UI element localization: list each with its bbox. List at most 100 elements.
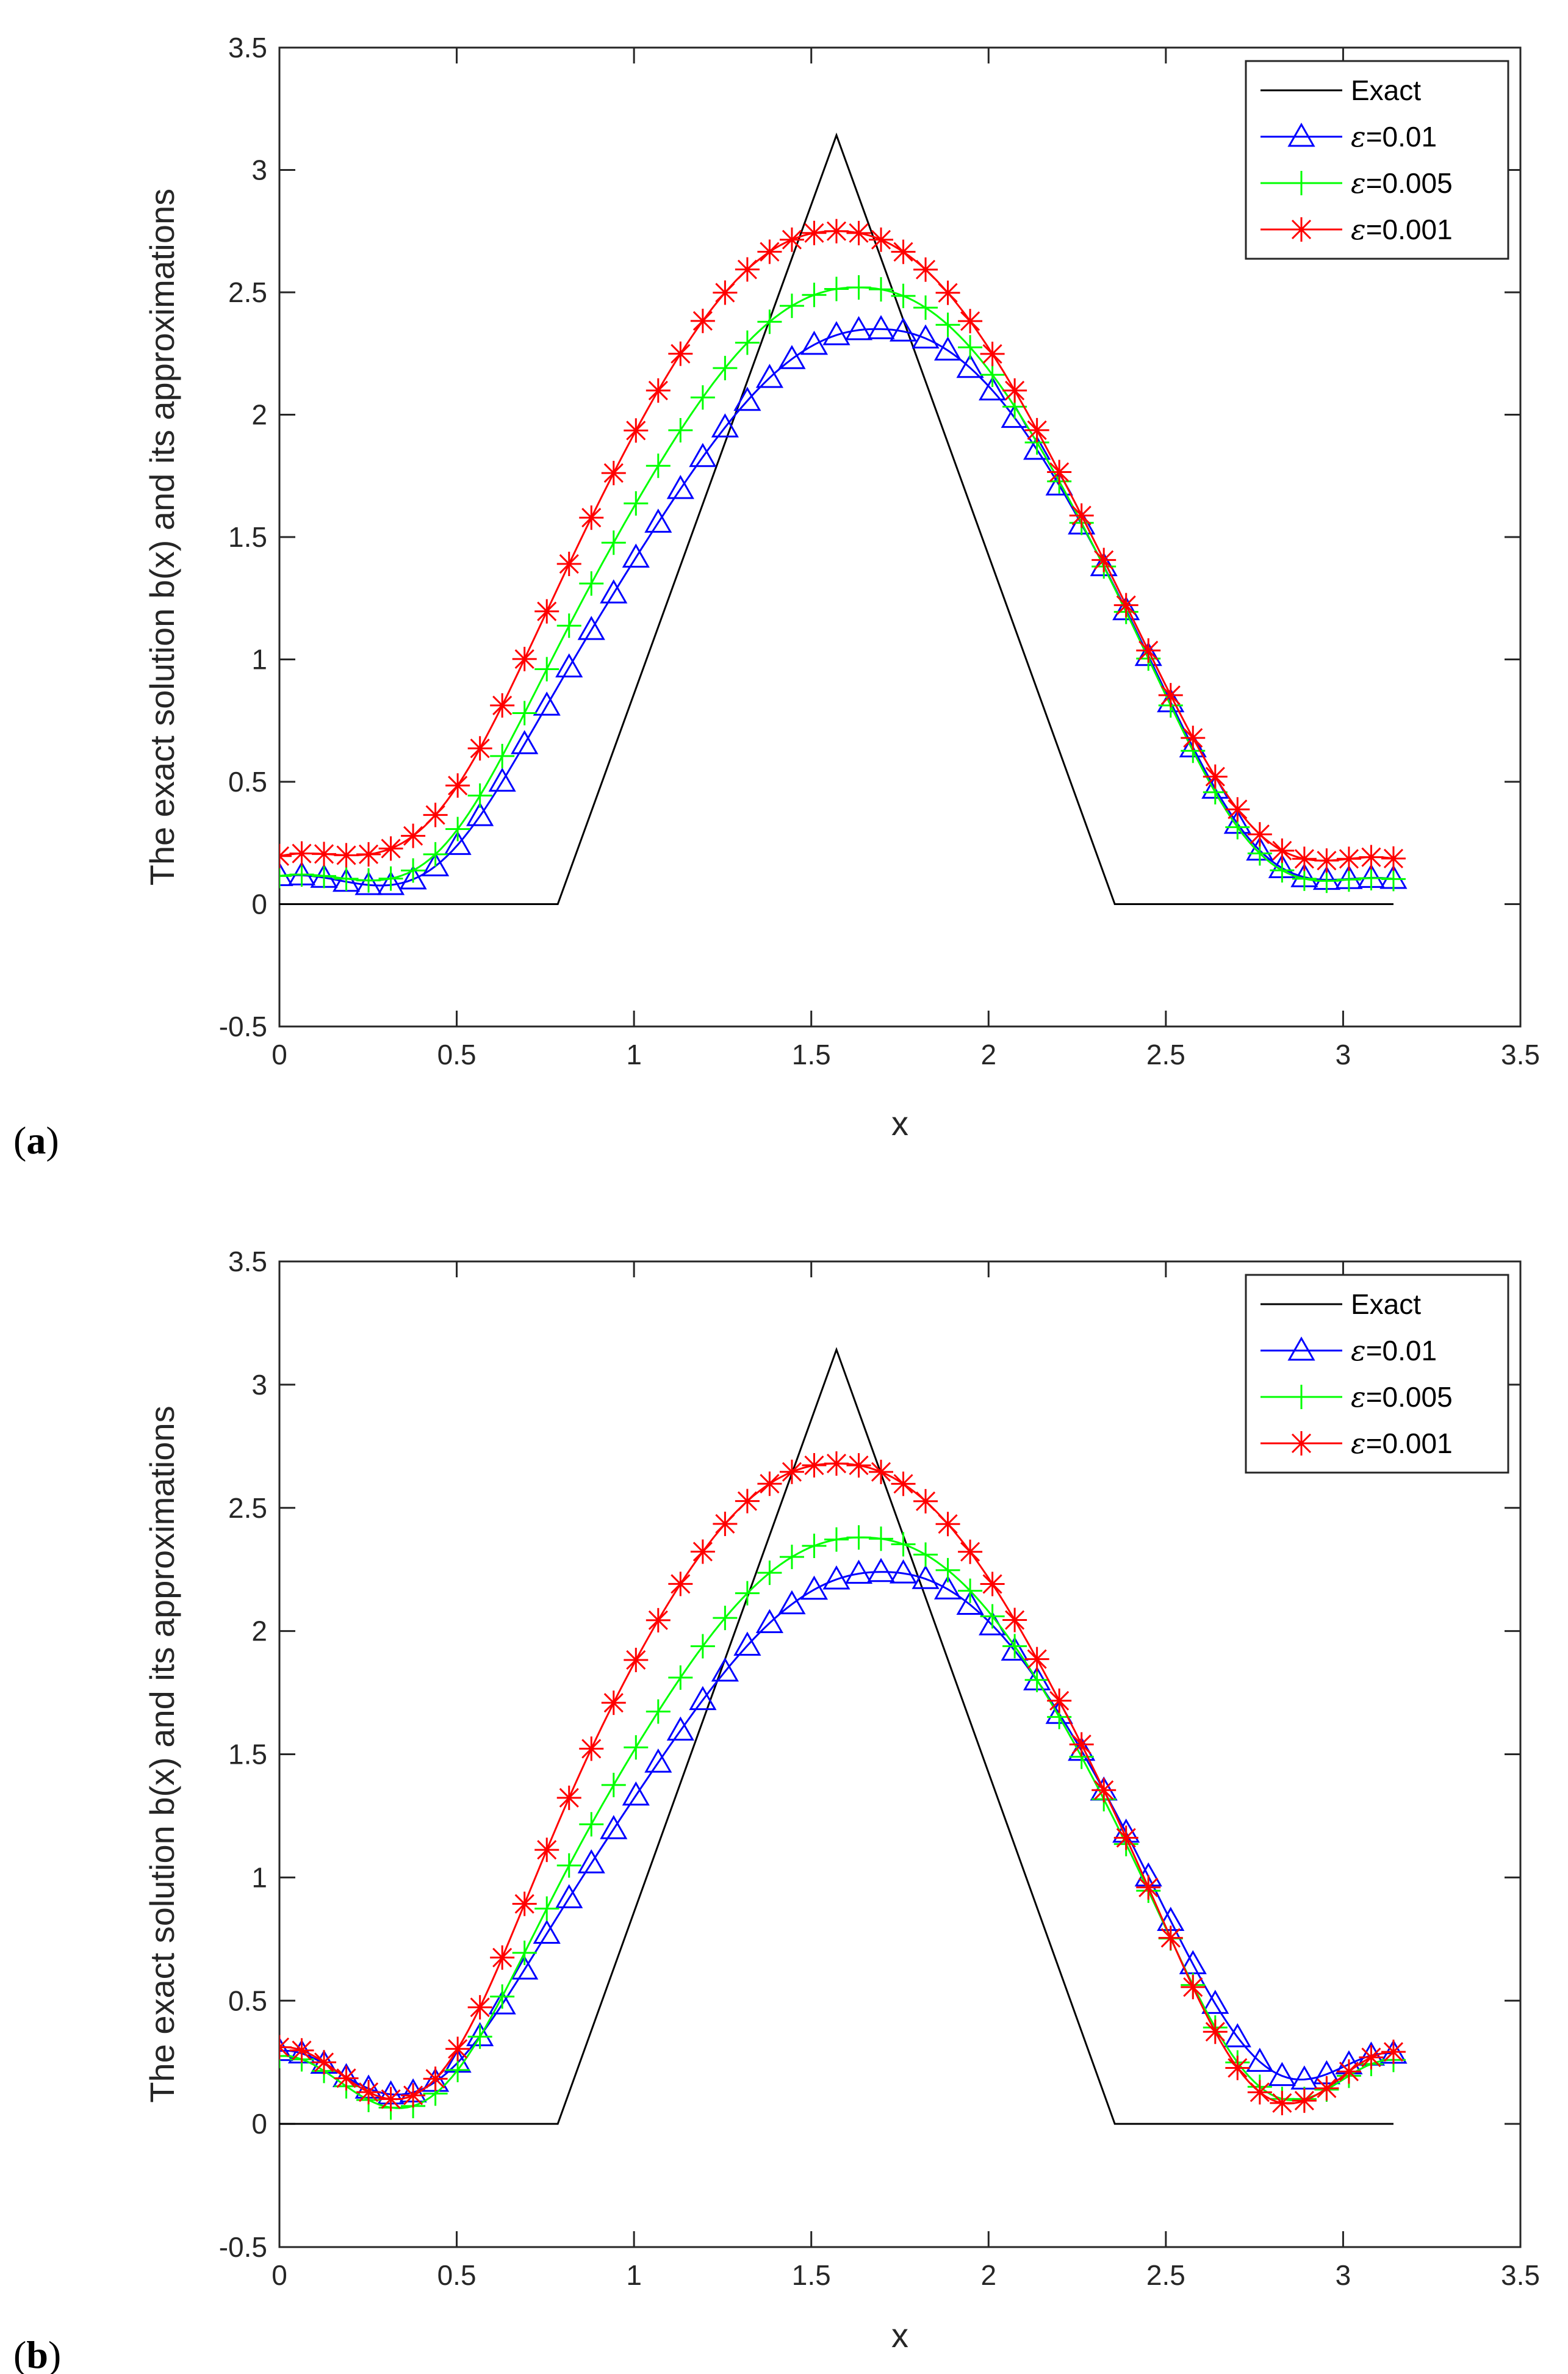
- x-tick-label: 2.5: [1146, 2259, 1185, 2291]
- marker-asterisk: [467, 736, 492, 761]
- marker-asterisk: [378, 836, 403, 861]
- marker-asterisk: [891, 239, 916, 264]
- legend-entry: ε=0.01: [1261, 120, 1437, 153]
- legend-value: =0.001: [1366, 1427, 1453, 1459]
- marker-asterisk: [601, 461, 626, 486]
- marker-asterisk: [869, 227, 894, 252]
- marker-plus: [935, 1557, 960, 1582]
- y-tick-label: 3.5: [228, 1246, 267, 1277]
- y-tick-label: 2.5: [228, 1492, 267, 1524]
- marker-asterisk: [1047, 1688, 1072, 1713]
- marker-triangle: [822, 321, 851, 345]
- marker-asterisk: [958, 309, 983, 334]
- marker-triangle: [933, 1575, 962, 1600]
- marker-plus: [534, 657, 559, 682]
- y-tick-label: 2: [251, 399, 267, 431]
- marker-plus: [1381, 867, 1406, 892]
- marker-triangle: [466, 802, 494, 826]
- marker-plus: [958, 335, 983, 360]
- marker-asterisk: [1289, 217, 1314, 242]
- panel-letter: b: [26, 2333, 48, 2374]
- marker-plus: [579, 571, 604, 596]
- marker-triangle: [1268, 2062, 1296, 2087]
- x-tick-label: 1: [626, 1039, 642, 1070]
- marker-asterisk: [279, 843, 292, 868]
- marker-plus: [512, 701, 537, 726]
- marker-plus: [713, 356, 738, 381]
- marker-plus: [690, 385, 715, 410]
- marker-plus: [1336, 867, 1361, 892]
- marker-triangle: [956, 1590, 984, 1615]
- marker-triangle: [822, 1565, 851, 1590]
- series-line: [279, 328, 1394, 887]
- legend-value: =0.005: [1366, 167, 1453, 199]
- exact-line: [279, 132, 1394, 905]
- x-tick-label: 3: [1336, 2259, 1351, 2291]
- marker-asterisk: [1002, 378, 1027, 403]
- marker-asterisk: [802, 1453, 827, 1478]
- marker-asterisk: [1181, 1975, 1206, 2000]
- marker-asterisk: [1181, 726, 1206, 751]
- marker-asterisk: [980, 1571, 1005, 1596]
- marker-asterisk: [1247, 822, 1272, 847]
- y-tick-label: 0: [251, 2108, 267, 2140]
- marker-triangle: [577, 616, 605, 640]
- marker-asterisk: [735, 1488, 760, 1514]
- marker-asterisk: [1069, 503, 1094, 528]
- marker-triangle: [755, 1609, 784, 1633]
- marker-plus: [913, 295, 938, 320]
- marker-asterisk: [690, 1539, 715, 1564]
- marker-plus: [279, 864, 292, 889]
- marker-triangle: [979, 376, 1007, 401]
- series--0-005: [279, 275, 1406, 893]
- marker-triangle: [533, 691, 561, 716]
- marker-plus: [757, 1560, 782, 1586]
- marker-asterisk: [935, 1512, 960, 1537]
- marker-asterisk: [423, 803, 448, 828]
- marker-asterisk: [624, 418, 649, 443]
- marker-asterisk: [1359, 845, 1384, 870]
- marker-plus: [445, 817, 470, 842]
- legend-box: [1245, 60, 1509, 260]
- marker-asterisk: [1314, 2076, 1339, 2101]
- exact-line: [279, 1347, 1394, 2125]
- marker-plus: [601, 530, 626, 555]
- marker-triangle: [488, 767, 516, 792]
- y-tick-label: 1: [251, 1861, 267, 1893]
- marker-asterisk: [1225, 2055, 1250, 2080]
- marker-asterisk: [356, 842, 381, 867]
- marker-asterisk: [1024, 1647, 1049, 1672]
- panel-paren: ): [48, 2333, 61, 2374]
- marker-triangle: [889, 1559, 918, 1584]
- series--0-01: [279, 315, 1408, 895]
- marker-asterisk: [467, 1995, 492, 2020]
- marker-triangle: [1223, 2023, 1251, 2047]
- marker-plus: [556, 1853, 581, 1878]
- x-tick-label: 2: [980, 1039, 996, 1070]
- legend-entry: ε=0.005: [1261, 167, 1453, 200]
- marker-triangle: [644, 508, 672, 533]
- legend-value: =0.01: [1366, 1335, 1437, 1366]
- marker-triangle: [733, 1631, 761, 1656]
- marker-plus: [601, 1772, 626, 1797]
- marker-triangle: [912, 324, 940, 349]
- marker-asterisk: [690, 308, 715, 333]
- legend-label: Exact: [1351, 1288, 1421, 1320]
- marker-plus: [869, 1526, 894, 1551]
- y-axis-label: The exact solution b(x) and its approxim…: [143, 189, 181, 886]
- marker-plus: [802, 1534, 827, 1559]
- marker-plus: [289, 862, 314, 887]
- x-axis-label: x: [891, 1104, 908, 1142]
- y-tick-label: 0.5: [228, 1985, 267, 2016]
- marker-triangle: [279, 2037, 293, 2062]
- marker-plus: [824, 1527, 849, 1552]
- marker-plus: [735, 330, 760, 355]
- marker-asterisk: [556, 552, 581, 577]
- marker-asterisk: [401, 823, 426, 848]
- marker-asterisk: [401, 2083, 426, 2108]
- legend-epsilon: ε: [1351, 1427, 1366, 1460]
- x-tick-label: 0: [272, 2259, 287, 2291]
- marker-triangle: [622, 543, 650, 568]
- marker-plus: [913, 1542, 938, 1567]
